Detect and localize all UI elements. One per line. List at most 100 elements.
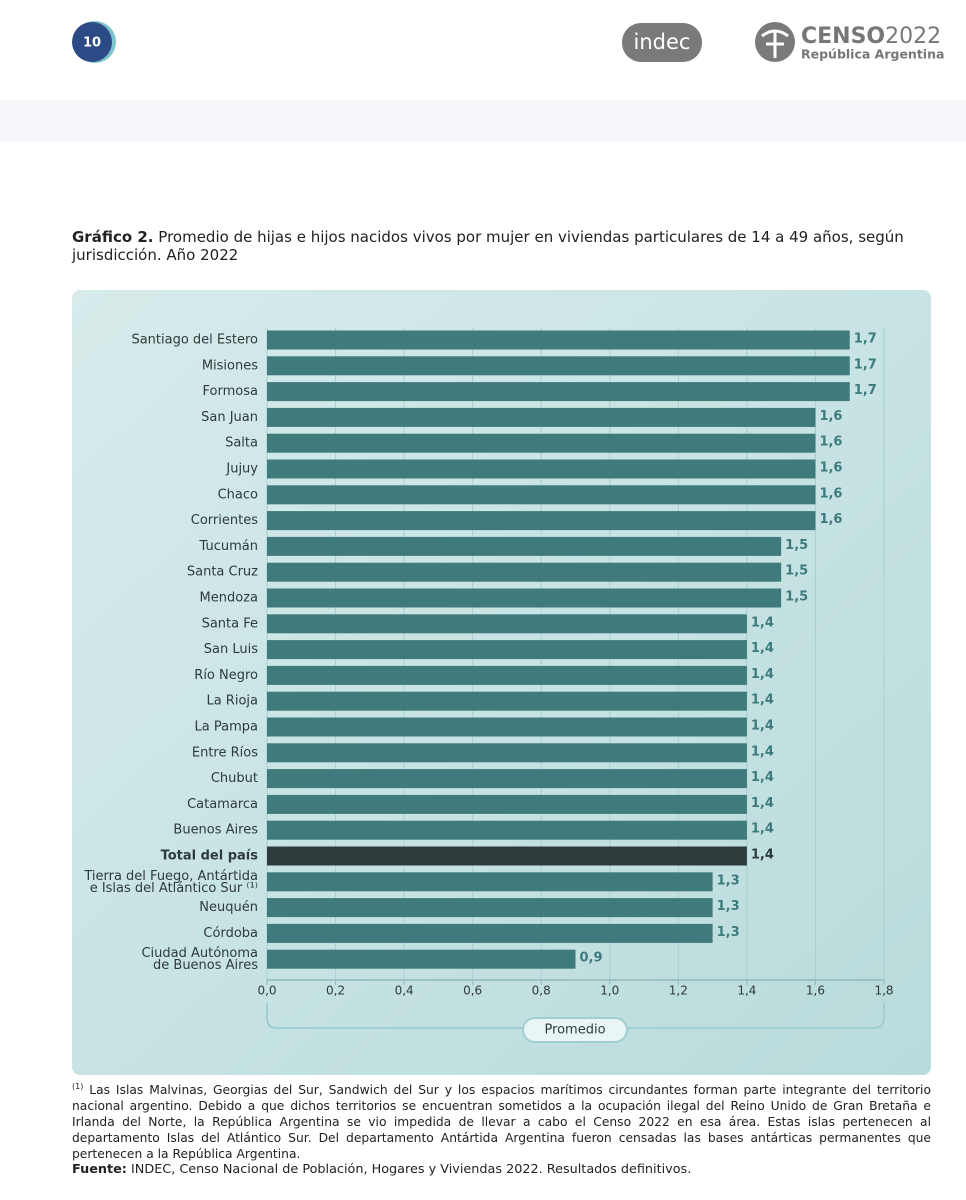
bracket [266, 1003, 885, 1029]
value-label: 1,6 [819, 461, 842, 476]
annotation: Promedio [544, 1023, 605, 1038]
bar [267, 846, 747, 866]
header-band [0, 100, 966, 142]
y-tick-label: La Rioja [206, 694, 258, 709]
x-tick-label: 0,2 [326, 984, 345, 998]
y-tick-label: Buenos Aires [173, 823, 258, 838]
y-tick-label: Tucumán [199, 539, 258, 554]
x-tick-label: 0,6 [463, 984, 482, 998]
x-tick-label: 0,0 [257, 984, 276, 998]
value-label: 1,4 [751, 615, 774, 630]
page-number: 10 [83, 36, 101, 51]
logo-country: República Argentina [801, 47, 944, 62]
y-tick-label: Entre Ríos [192, 745, 258, 760]
x-tick-label: 1,4 [737, 984, 756, 998]
value-label: 1,7 [854, 383, 877, 398]
source-text: INDEC, Censo Nacional de Población, Hoga… [131, 1162, 692, 1177]
value-label: 1,3 [717, 925, 740, 940]
y-tick-label: Salta [225, 436, 258, 451]
value-label: 1,4 [751, 796, 774, 811]
bar [267, 691, 747, 711]
y-tick-label: Chaco [218, 487, 258, 502]
bar [267, 794, 747, 814]
footnote-text: Las Islas Malvinas, Georgias del Sur, Sa… [72, 1083, 931, 1162]
bar [267, 923, 713, 943]
bar [267, 407, 816, 427]
bar [267, 562, 782, 582]
footnote: (1) Las Islas Malvinas, Georgias del Sur… [72, 1079, 931, 1162]
annotation-pill [522, 1017, 628, 1043]
value-label: 1,4 [751, 848, 774, 863]
value-label: 1,4 [751, 693, 774, 708]
y-tick-label: Catamarca [187, 797, 258, 812]
value-label: 1,5 [785, 590, 808, 605]
bar [267, 382, 850, 402]
y-tick-label: Río Negro [194, 668, 258, 683]
bar [267, 356, 850, 376]
bar [267, 614, 747, 634]
value-label: 0,9 [580, 951, 603, 966]
y-tick-label: San Luis [204, 642, 258, 657]
bar [267, 433, 816, 453]
value-label: 1,4 [751, 744, 774, 759]
y-tick-label: Neuquén [199, 900, 258, 915]
y-tick-label: Santiago del Estero [131, 333, 258, 348]
footnote-marker: (1) [72, 1082, 84, 1091]
source: Fuente: INDEC, Censo Nacional de Poblaci… [72, 1162, 931, 1177]
value-label: 1,5 [785, 564, 808, 579]
chart-title: Gráfico 2. Promedio de hijas e hijos nac… [72, 228, 932, 264]
value-label: 1,6 [819, 435, 842, 450]
x-tick-label: 1,0 [600, 984, 619, 998]
title-text: Promedio de hijas e hijos nacidos vivos … [72, 228, 904, 264]
y-tick-label: Misiones [202, 358, 258, 373]
bar [267, 640, 747, 660]
y-tick-label: La Pampa [195, 720, 258, 735]
y-tick-label: Córdoba [203, 926, 258, 941]
x-tick-label: 1,2 [669, 984, 688, 998]
value-label: 1,4 [751, 719, 774, 734]
title-label: Gráfico 2. [72, 228, 154, 246]
value-label: 1,6 [819, 409, 842, 424]
y-tick-label: Jujuy [225, 462, 258, 477]
y-tick-label: Formosa [203, 384, 258, 399]
bar [267, 898, 713, 918]
x-tick-label: 0,8 [532, 984, 551, 998]
source-label: Fuente: [72, 1162, 127, 1177]
logo-censo-mark [761, 29, 789, 58]
bar [267, 330, 850, 350]
x-tick-label: 0,4 [395, 984, 414, 998]
page-badge [72, 22, 112, 62]
bar [267, 820, 747, 840]
bar [267, 949, 576, 969]
bar [267, 872, 713, 892]
value-label: 1,6 [819, 486, 842, 501]
y-tick-label: Corrientes [191, 513, 258, 528]
value-label: 1,7 [854, 357, 877, 372]
y-tick-label: Ciudad Autónoma de Buenos Aires [141, 946, 258, 973]
y-tick-label: Santa Cruz [187, 565, 258, 580]
value-label: 1,3 [717, 899, 740, 914]
bar [267, 717, 747, 737]
value-label: 1,7 [854, 332, 877, 347]
value-label: 1,4 [751, 667, 774, 682]
y-tick-label: San Juan [201, 410, 258, 425]
bar [267, 743, 747, 763]
bar [267, 511, 816, 531]
value-label: 1,3 [717, 873, 740, 888]
y-tick-label: Santa Fe [202, 616, 258, 631]
bar [267, 769, 747, 789]
x-tick-label: 1,6 [806, 984, 825, 998]
y-tick-label: Chubut [211, 771, 258, 786]
value-label: 1,4 [751, 641, 774, 656]
bar [267, 459, 816, 479]
logo-indec-bg [622, 23, 702, 62]
bar [267, 588, 782, 608]
y-tick-label: Mendoza [200, 591, 258, 606]
bar [267, 485, 816, 505]
logo-censo: CENSO2022 [801, 24, 941, 49]
bar [267, 665, 747, 685]
value-label: 1,4 [751, 822, 774, 837]
logo-indec: indec [634, 30, 691, 54]
